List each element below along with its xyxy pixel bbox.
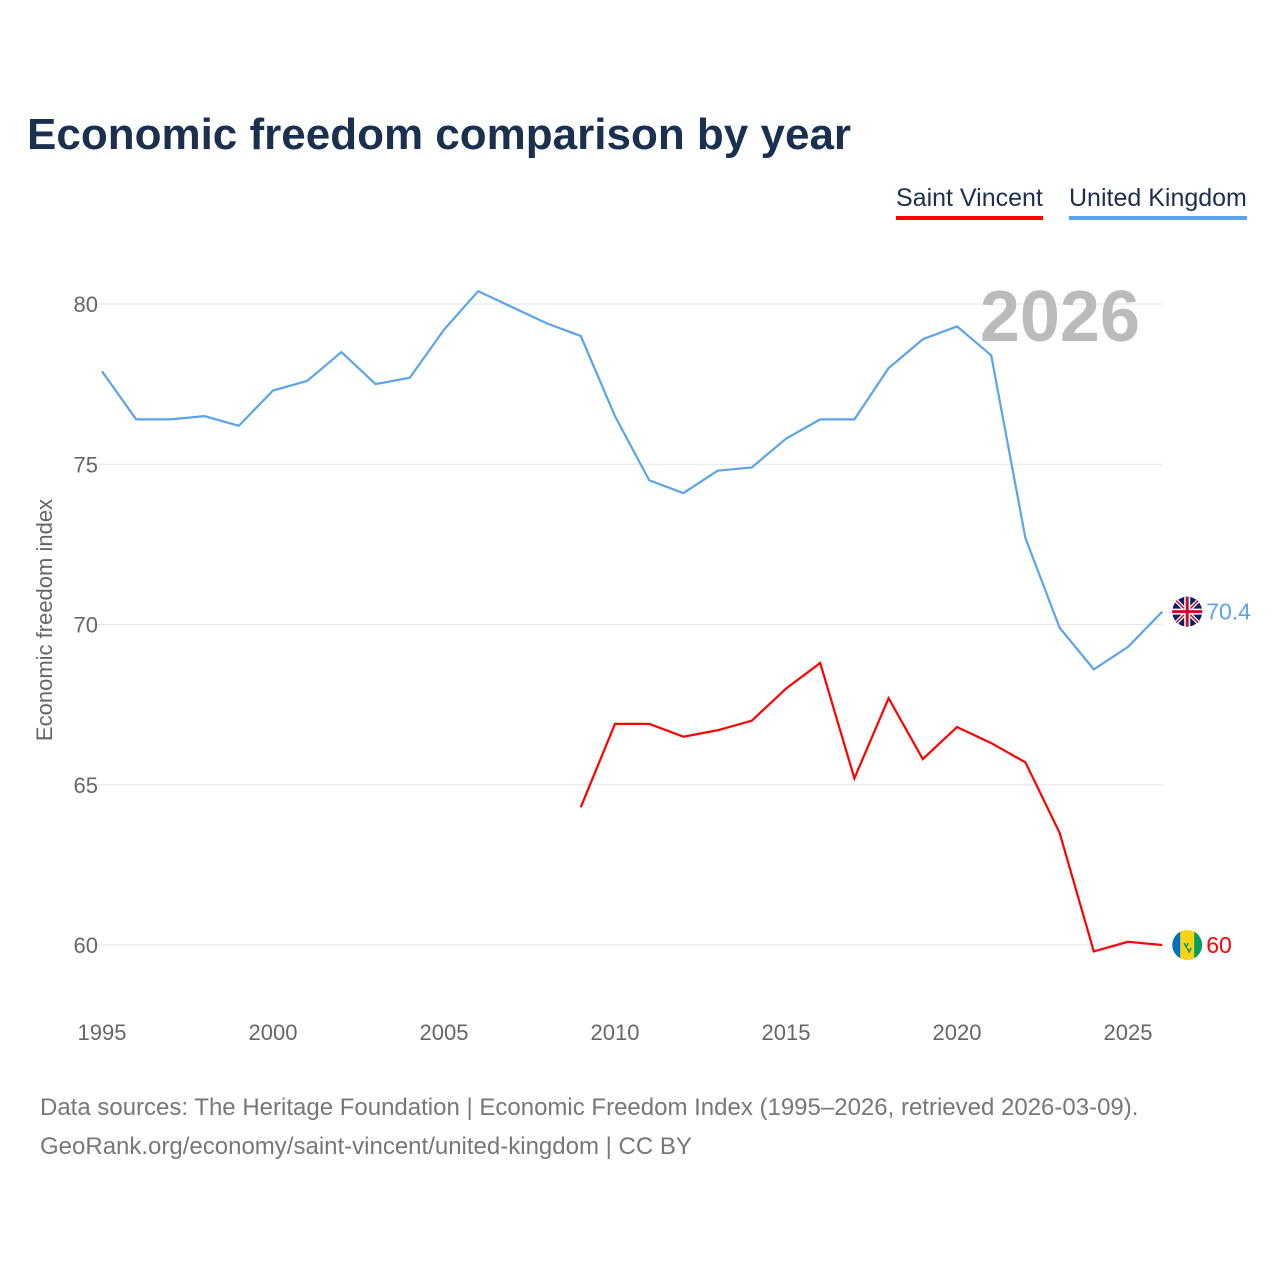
legend-saint-vincent[interactable]: Saint Vincent	[896, 184, 1043, 220]
y-tick-label: 70	[74, 613, 98, 638]
x-tick-label: 2015	[762, 1020, 811, 1045]
x-tick-label: 2025	[1104, 1020, 1153, 1045]
y-tick-label: 75	[74, 452, 98, 477]
footer-line-2[interactable]: GeoRank.org/economy/saint-vincent/united…	[40, 1133, 692, 1160]
end-value-label: 70.4	[1206, 599, 1251, 625]
x-tick-label: 2010	[591, 1020, 640, 1045]
uk-flag-cross-red	[1172, 596, 1203, 627]
series-line-united-kingdom	[101, 289, 1163, 671]
x-tick-label: 2000	[249, 1020, 298, 1045]
x-tick-label: 1995	[78, 1020, 127, 1045]
sv-flag-blue	[1172, 931, 1181, 959]
sv-flag-green	[1194, 931, 1203, 959]
legend-united-kingdom[interactable]: United Kingdom	[1069, 184, 1247, 220]
y-tick-label: 80	[74, 292, 98, 317]
chart-title: Economic freedom comparison by year	[27, 110, 852, 159]
x-tick-label: 2005	[420, 1020, 469, 1045]
footer-sources: Data sources: The Heritage Foundation | …	[40, 1088, 1138, 1166]
sv-flag-diamonds	[1183, 942, 1192, 954]
year-annotation: 2026	[980, 277, 1140, 357]
x-tick-label: 2020	[933, 1020, 982, 1045]
footer-line-1: Data sources: The Heritage Foundation | …	[40, 1094, 1139, 1121]
y-tick-label: 60	[74, 933, 98, 958]
series-line-saint-vincent	[579, 661, 1163, 953]
end-value-label: 60	[1206, 932, 1232, 958]
y-tick-label: 65	[74, 773, 98, 798]
y-axis-label: Economic freedom index	[32, 499, 57, 741]
